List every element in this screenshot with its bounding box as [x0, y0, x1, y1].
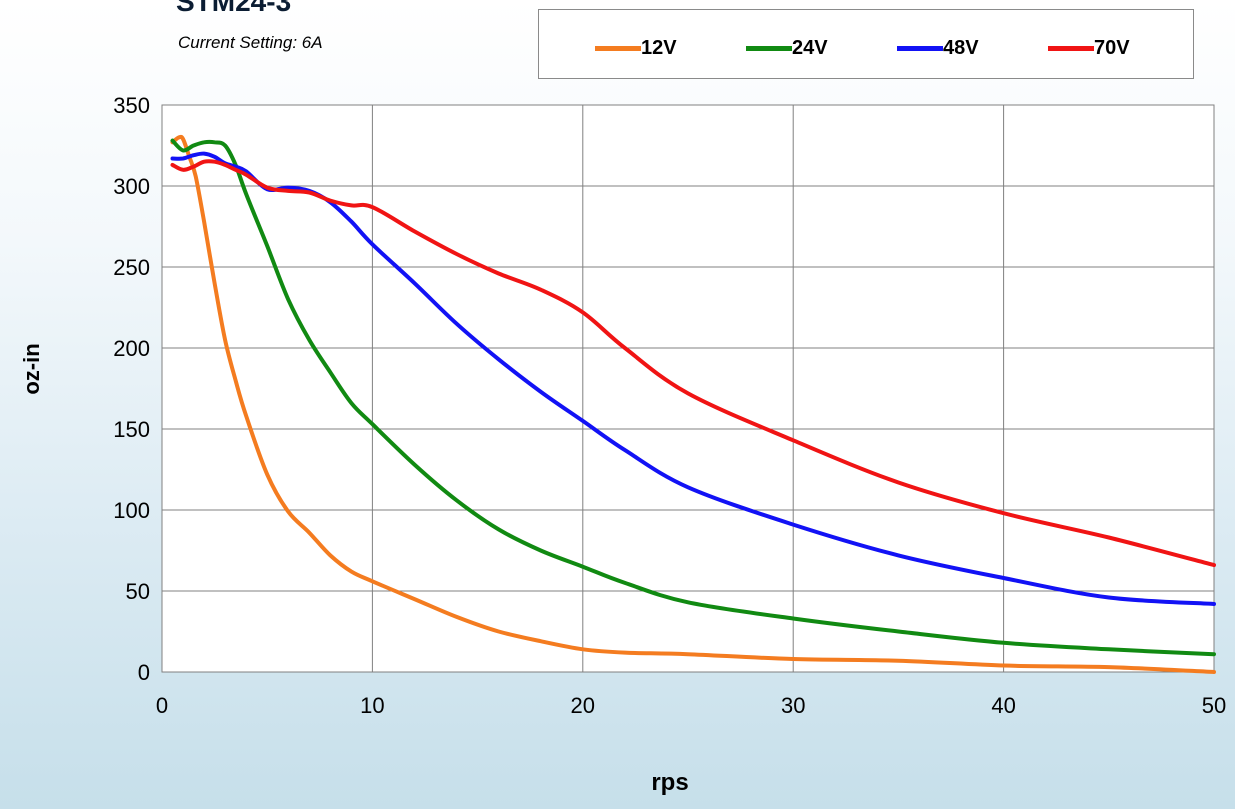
- y-tick-label: 200: [113, 336, 150, 361]
- y-tick-label: 50: [126, 579, 150, 604]
- legend-label-48v: 48V: [943, 36, 979, 59]
- plot-area: [161, 104, 1215, 673]
- x-axis-label: rps: [651, 769, 689, 796]
- legend-swatch-48v: [897, 45, 943, 51]
- legend-item-24v: 24V: [746, 36, 828, 60]
- y-tick-label: 0: [138, 660, 150, 685]
- chart-subtitle: Current Setting: 6A: [178, 33, 323, 52]
- legend-item-48v: 48V: [897, 36, 979, 60]
- legend-item-12v: 12V: [595, 36, 677, 60]
- chart-title: STM24-3: [176, 0, 292, 17]
- x-tick-label: 0: [156, 693, 168, 718]
- series-layer: [170, 134, 1216, 674]
- legend: 12V 24V 48V 70V: [538, 9, 1194, 79]
- legend-item-70v: 70V: [1048, 36, 1130, 60]
- y-tick-label: 300: [113, 174, 150, 199]
- x-tick-label: 20: [571, 693, 595, 718]
- x-tick-label: 10: [360, 693, 384, 718]
- y-tick-label: 250: [113, 255, 150, 280]
- x-tick-label: 40: [991, 693, 1015, 718]
- x-tick-label: 50: [1202, 693, 1226, 718]
- legend-swatch-70v: [1048, 45, 1094, 51]
- legend-label-24v: 24V: [792, 36, 828, 59]
- y-axis-ticks: 0 50 100 150 200 250 300 350: [113, 93, 150, 685]
- series-line-48v: [170, 151, 1216, 606]
- legend-swatch-12v: [595, 45, 641, 51]
- y-tick-label: 150: [113, 417, 150, 442]
- y-axis-label: oz-in: [19, 343, 44, 395]
- grid-lines: [161, 104, 1215, 673]
- legend-label-70v: 70V: [1094, 36, 1130, 59]
- x-tick-label: 30: [781, 693, 805, 718]
- series-line-12v: [170, 134, 1216, 674]
- y-tick-label: 100: [113, 498, 150, 523]
- legend-swatch-24v: [746, 45, 792, 51]
- series-line-70v: [170, 159, 1216, 568]
- series-line-24v: [170, 138, 1216, 657]
- x-axis-ticks: 0 10 20 30 40 50: [156, 693, 1226, 718]
- legend-label-12v: 12V: [641, 36, 677, 59]
- y-tick-label: 350: [113, 93, 150, 118]
